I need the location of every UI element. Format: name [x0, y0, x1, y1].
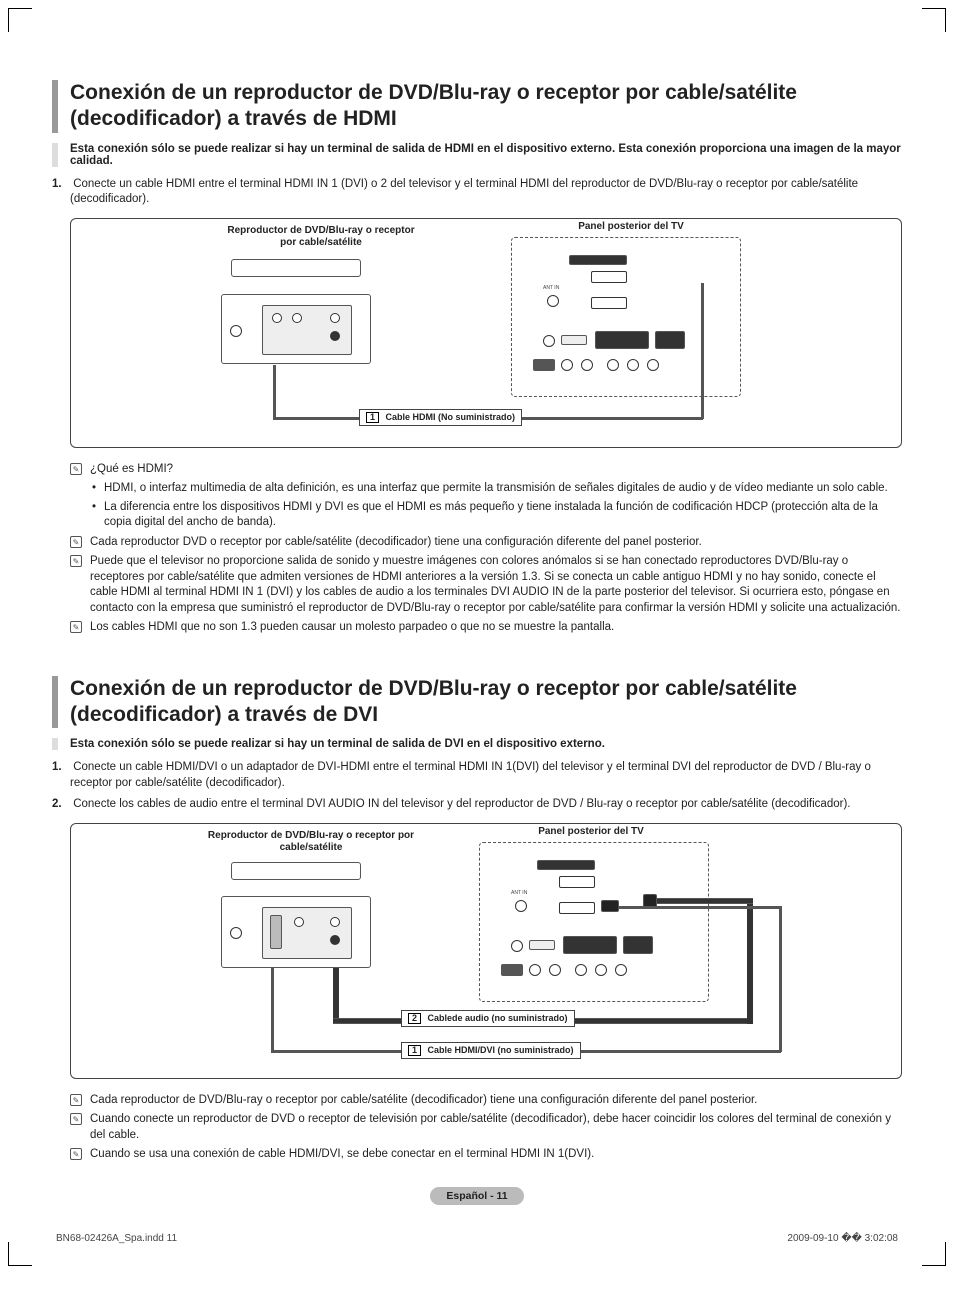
audio-cable-segment — [653, 898, 753, 904]
steps-list: 1. Conecte un cable HDMI/DVI o un adapta… — [52, 760, 902, 813]
source-device-label: Reproductor de DVD/Blu-ray o receptor po… — [221, 225, 421, 249]
cable-text: Cable HDMI/DVI (no suministrado) — [428, 1045, 574, 1055]
step-number: 2. — [52, 797, 70, 813]
connection-diagram-dvi: Reproductor de DVD/Blu-ray o receptor po… — [70, 823, 902, 1079]
ant-in-port — [547, 295, 559, 307]
note-item: ✎ Puede que el televisor no proporcione … — [70, 554, 902, 616]
note-item: ✎ Cada reproductor DVD o receptor por ca… — [70, 535, 902, 551]
section-dvi: Conexión de un reproductor de DVD/Blu-ra… — [52, 676, 902, 1163]
note-text: Cada reproductor DVD o receptor por cabl… — [90, 536, 702, 548]
source-file: BN68-02426A_Spa.indd 11 — [56, 1233, 177, 1244]
note-text: Los cables HDMI que no son 1.3 pueden ca… — [90, 621, 614, 633]
hdmi-port-2 — [591, 297, 627, 309]
section-title: Conexión de un reproductor de DVD/Blu-ra… — [70, 676, 902, 729]
steps-list: 1. Conecte un cable HDMI entre el termin… — [52, 177, 902, 208]
step-text: Conecte un cable HDMI/DVI o un adaptador… — [70, 761, 871, 789]
tv-panel-label: Panel posterior del TV — [491, 826, 691, 838]
tv-panel-label: Panel posterior del TV — [531, 221, 731, 233]
note-item: ✎ Cuando se usa una conexión de cable HD… — [70, 1147, 902, 1163]
section-title-wrap: Conexión de un reproductor de DVD/Blu-ra… — [52, 676, 902, 729]
cable-number: 1 — [366, 412, 379, 423]
step-text: Conecte los cables de audio entre el ter… — [73, 798, 850, 810]
port-label: ANT IN — [511, 890, 527, 896]
cable-label: 1 Cable HDMI (No suministrado) — [359, 409, 522, 426]
source-device-label: Reproductor de DVD/Blu-ray o receptor po… — [191, 830, 431, 854]
cable-segment — [601, 906, 781, 909]
note-icon: ✎ — [70, 1113, 82, 1125]
service-port — [561, 335, 587, 345]
connection-diagram-hdmi: Reproductor de DVD/Blu-ray o receptor po… — [70, 218, 902, 448]
audio-cable-segment — [333, 968, 339, 1020]
page-footer: Español - 11 — [52, 1187, 902, 1205]
note-text: Puede que el televisor no proporcione sa… — [90, 555, 901, 614]
source-device-body — [221, 896, 371, 968]
dvi-audio-port — [655, 331, 685, 349]
hdmi-plug-icon — [601, 900, 619, 912]
crop-mark — [8, 1242, 32, 1266]
page-number-badge: Español - 11 — [430, 1187, 523, 1205]
step-text: Conecte un cable HDMI entre el terminal … — [70, 178, 858, 206]
print-footer: BN68-02426A_Spa.indd 11 2009-09-10 �� 3:… — [52, 1233, 902, 1244]
note-item: ✎ Los cables HDMI que no son 1.3 pueden … — [70, 620, 902, 636]
hdmi-port-2 — [559, 902, 595, 914]
step-item: 2. Conecte los cables de audio entre el … — [70, 797, 902, 813]
note-icon: ✎ — [70, 621, 82, 633]
note-sublist: HDMI, o interfaz multimedia de alta defi… — [90, 481, 902, 531]
crop-mark — [922, 1242, 946, 1266]
note-bullet: HDMI, o interfaz multimedia de alta defi… — [90, 481, 902, 497]
cable-segment — [271, 968, 274, 1052]
section-title: Conexión de un reproductor de DVD/Blu-ra… — [70, 80, 902, 133]
port-circle — [543, 335, 555, 347]
note-text: Cada reproductor de DVD/Blu-ray o recept… — [90, 1094, 757, 1106]
print-timestamp: 2009-09-10 �� 3:02:08 — [787, 1233, 898, 1244]
port-label: ANT IN — [543, 285, 559, 291]
section-title-wrap: Conexión de un reproductor de DVD/Blu-ra… — [52, 80, 902, 133]
notes-list: ✎ Cada reproductor de DVD/Blu-ray o rece… — [52, 1093, 902, 1163]
step-number: 1. — [52, 760, 70, 776]
intro-wrap: Esta conexión sólo se puede realizar si … — [52, 143, 902, 167]
ant-in-port — [515, 900, 527, 912]
note-item: ✎ Cuando conecte un reproductor de DVD o… — [70, 1112, 902, 1143]
hdmi-header — [537, 860, 595, 870]
cable-label: 1 Cable HDMI/DVI (no suministrado) — [401, 1042, 581, 1059]
step-item: 1. Conecte un cable HDMI entre el termin… — [70, 177, 902, 208]
cable-text: Cablede audio (no suministrado) — [428, 1013, 568, 1023]
cable-label: 2 Cablede audio (no suministrado) — [401, 1010, 575, 1027]
source-device-top — [231, 862, 361, 880]
cable-number: 1 — [408, 1045, 421, 1056]
note-item: ✎ ¿Qué es HDMI? HDMI, o interfaz multime… — [70, 462, 902, 531]
note-text: Cuando conecte un reproductor de DVD o r… — [90, 1113, 891, 1141]
digital-audio-port — [595, 331, 649, 349]
note-item: ✎ Cada reproductor de DVD/Blu-ray o rece… — [70, 1093, 902, 1109]
note-bullet: La diferencia entre los dispositivos HDM… — [90, 500, 902, 531]
note-icon: ✎ — [70, 555, 82, 567]
crop-mark — [922, 8, 946, 32]
note-icon: ✎ — [70, 1148, 82, 1160]
step-item: 1. Conecte un cable HDMI/DVI o un adapta… — [70, 760, 902, 791]
av-in-label — [533, 359, 555, 371]
note-text: ¿Qué es HDMI? — [90, 463, 173, 475]
note-text: Cuando se usa una conexión de cable HDMI… — [90, 1148, 594, 1160]
audio-cable-segment — [747, 898, 753, 1024]
hdmi-port-1 — [559, 876, 595, 888]
source-device-body — [221, 294, 371, 364]
intro-text: Esta conexión sólo se puede realizar si … — [70, 143, 902, 167]
cable-segment — [273, 365, 276, 419]
notes-list: ✎ ¿Qué es HDMI? HDMI, o interfaz multime… — [52, 462, 902, 636]
step-number: 1. — [52, 177, 70, 193]
note-icon: ✎ — [70, 463, 82, 475]
cable-segment — [779, 906, 782, 1052]
intro-wrap: Esta conexión sólo se puede realizar si … — [52, 738, 902, 750]
crop-mark — [8, 8, 32, 32]
hdmi-header — [569, 255, 627, 265]
note-icon: ✎ — [70, 536, 82, 548]
cable-number: 2 — [408, 1013, 421, 1024]
section-hdmi: Conexión de un reproductor de DVD/Blu-ra… — [52, 80, 902, 636]
source-device-top — [231, 259, 361, 277]
intro-text: Esta conexión sólo se puede realizar si … — [70, 738, 902, 750]
dvi-audio-in-port — [623, 936, 653, 954]
hdmi-port-1 — [591, 271, 627, 283]
cable-text: Cable HDMI (No suministrado) — [386, 412, 516, 422]
note-icon: ✎ — [70, 1094, 82, 1106]
